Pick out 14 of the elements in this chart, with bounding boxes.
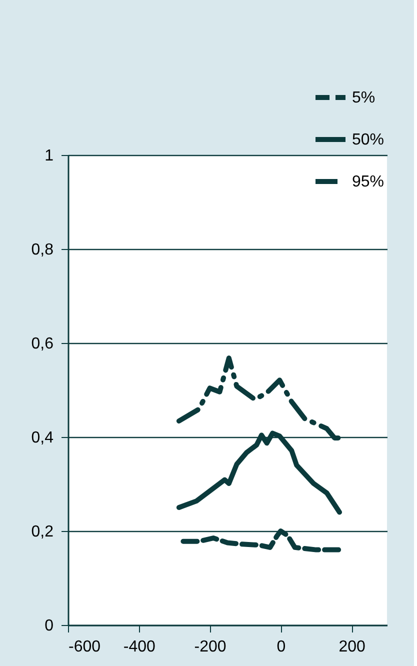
- legend-label: 5%: [352, 90, 376, 106]
- y-tick-label: 0,2: [31, 524, 54, 540]
- x-tick-label: -200: [194, 638, 226, 656]
- x-tick-label: 200: [338, 638, 366, 656]
- x-tick-label: 0: [276, 638, 286, 656]
- y-tick-label: 0,8: [31, 242, 54, 258]
- legend-label: 95%: [352, 174, 384, 190]
- y-tick-label: 1: [44, 148, 54, 164]
- y-tick-label: 0,6: [31, 336, 54, 352]
- legend-label: 50%: [352, 132, 384, 148]
- x-tick-label: -400: [123, 638, 156, 656]
- y-tick-label: 0,4: [31, 430, 54, 446]
- y-tick-label: 0: [44, 618, 54, 634]
- x-tick-label: -600: [68, 638, 101, 656]
